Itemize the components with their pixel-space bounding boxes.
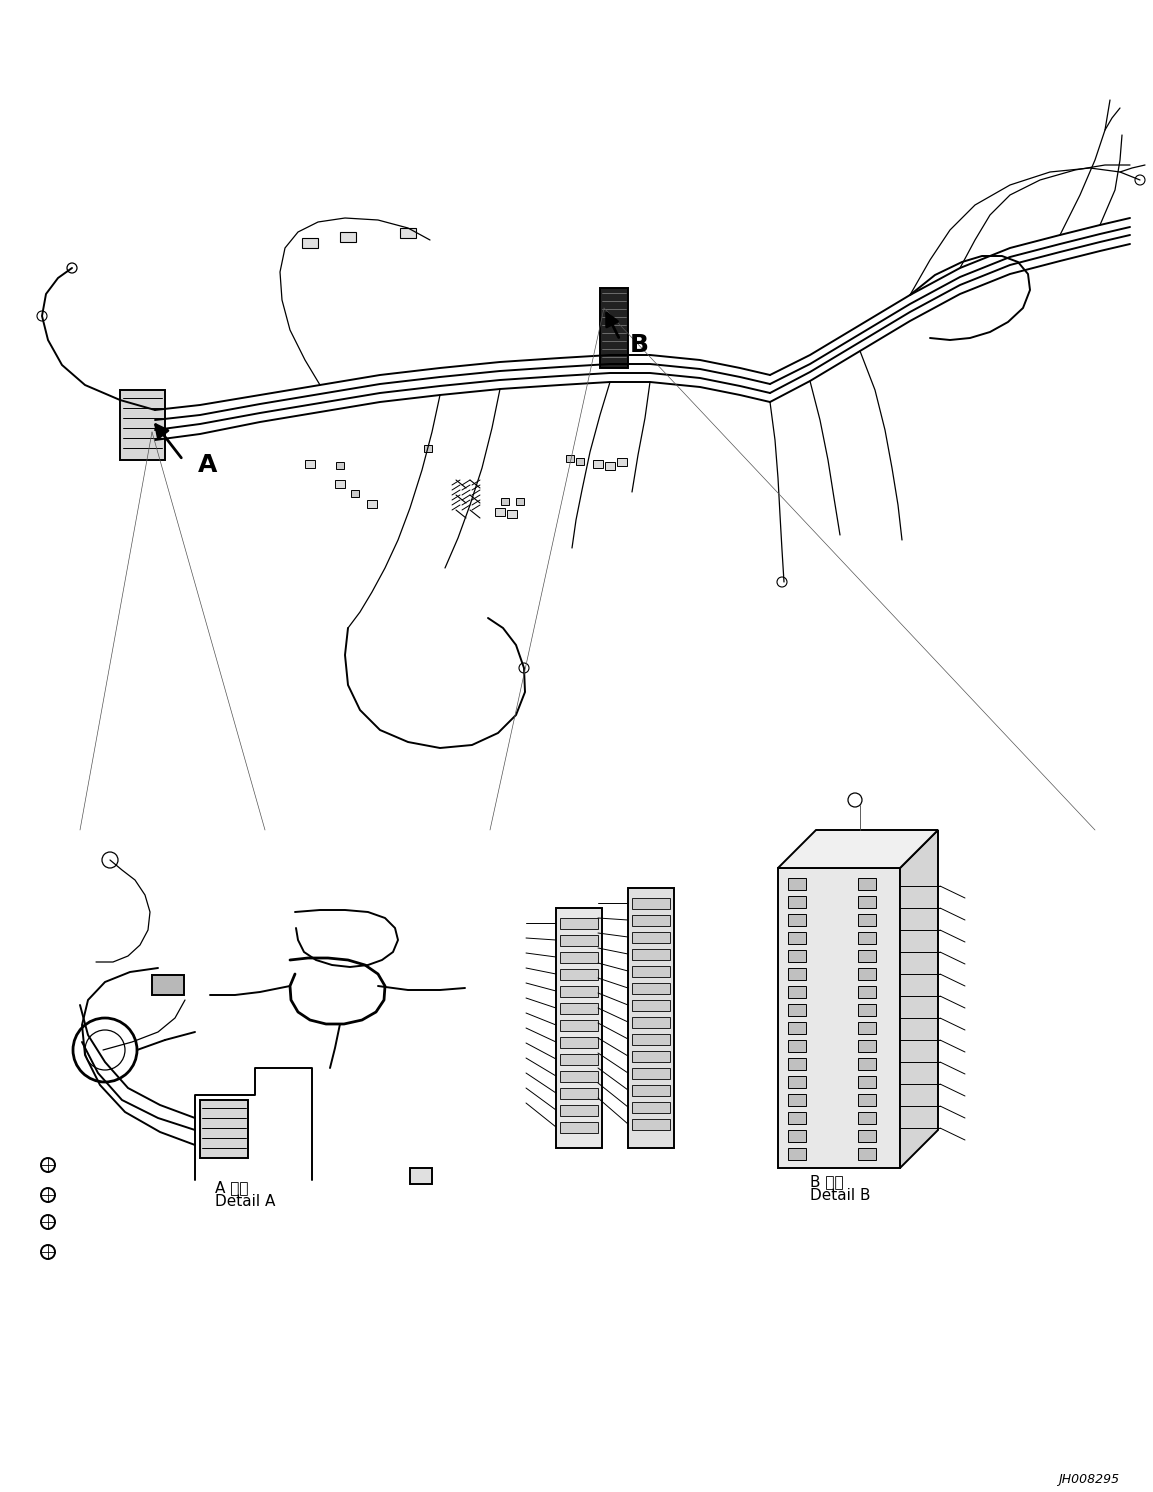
Bar [560, 952, 598, 962]
Bar [858, 1094, 876, 1106]
Bar [858, 915, 876, 927]
Bar [632, 983, 670, 994]
Bar [787, 1058, 806, 1070]
Bar [593, 460, 603, 468]
Bar [858, 1040, 876, 1052]
Bar [858, 897, 876, 909]
Bar [560, 968, 598, 980]
Bar [787, 986, 806, 998]
Bar [410, 1168, 432, 1185]
Bar [632, 1068, 670, 1079]
Bar [560, 1053, 598, 1065]
Bar [556, 909, 602, 1147]
Bar [787, 950, 806, 962]
Text: JH008295: JH008295 [1058, 1474, 1120, 1486]
Bar [632, 949, 670, 959]
Bar [858, 968, 876, 980]
Text: A 詳細: A 詳細 [214, 1180, 249, 1195]
Bar [576, 458, 585, 466]
Bar [351, 489, 359, 497]
Bar [632, 898, 670, 909]
Bar [858, 1004, 876, 1016]
Text: B: B [630, 333, 649, 357]
Bar [787, 1147, 806, 1159]
Bar [302, 239, 318, 248]
Bar [502, 498, 508, 504]
Text: Detail B: Detail B [811, 1189, 871, 1204]
Bar [787, 1112, 806, 1123]
Bar [632, 1050, 670, 1062]
Bar [566, 455, 574, 463]
Polygon shape [778, 830, 939, 868]
Bar [858, 986, 876, 998]
Bar [306, 460, 315, 468]
Bar [787, 915, 806, 927]
Bar [495, 507, 505, 516]
Bar [424, 445, 432, 452]
Bar [400, 228, 416, 239]
Bar [560, 1088, 598, 1100]
Bar [560, 1071, 598, 1082]
Bar [858, 1058, 876, 1070]
Bar [787, 1129, 806, 1141]
Bar [605, 463, 615, 470]
Text: A: A [198, 454, 218, 477]
Bar [560, 1021, 598, 1031]
Bar [517, 498, 523, 504]
Bar [336, 480, 345, 488]
Bar [120, 389, 165, 460]
Bar [778, 868, 900, 1168]
Text: B 詳細: B 詳細 [811, 1174, 844, 1189]
Bar [858, 1112, 876, 1123]
Bar [787, 897, 806, 909]
Bar [787, 968, 806, 980]
Bar [858, 1147, 876, 1159]
Bar [560, 1037, 598, 1047]
Bar [199, 1100, 248, 1158]
Polygon shape [900, 830, 939, 1168]
Bar [560, 986, 598, 997]
Bar [787, 1076, 806, 1088]
Bar [787, 932, 806, 944]
Bar [628, 888, 675, 1147]
Text: Detail A: Detail A [214, 1195, 276, 1210]
Bar [858, 1022, 876, 1034]
Bar [632, 965, 670, 977]
Bar [787, 1094, 806, 1106]
Bar [617, 458, 627, 466]
Bar [340, 231, 356, 242]
Bar [632, 1018, 670, 1028]
Bar [560, 1106, 598, 1116]
Bar [507, 510, 517, 518]
Bar [367, 500, 377, 507]
Bar [787, 1040, 806, 1052]
Bar [560, 935, 598, 946]
Bar [632, 1085, 670, 1097]
Bar [632, 1119, 670, 1129]
Bar [787, 1004, 806, 1016]
Bar [858, 1129, 876, 1141]
Bar [858, 950, 876, 962]
Bar [152, 974, 184, 995]
Bar [787, 877, 806, 891]
Bar [600, 288, 628, 369]
Bar [632, 1000, 670, 1012]
Bar [858, 932, 876, 944]
Bar [787, 1022, 806, 1034]
Bar [560, 1003, 598, 1015]
Bar [632, 932, 670, 943]
Bar [858, 877, 876, 891]
Bar [858, 1076, 876, 1088]
Bar [632, 1034, 670, 1044]
Bar [560, 1122, 598, 1132]
Bar [632, 1103, 670, 1113]
Bar [560, 918, 598, 930]
Bar [632, 915, 670, 927]
Bar [336, 463, 344, 468]
